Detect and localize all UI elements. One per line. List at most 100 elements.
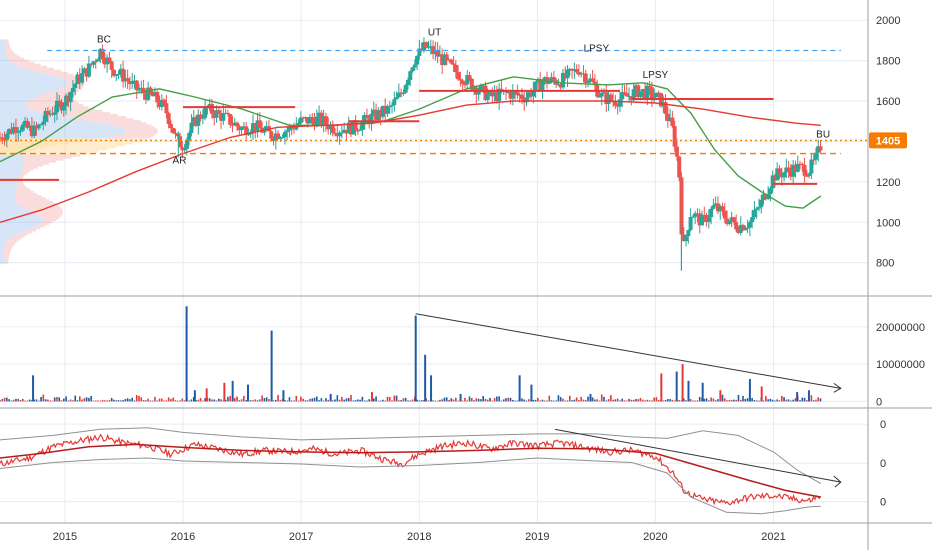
volume-bar [85, 397, 88, 402]
volume-profile-bar-up [0, 205, 21, 208]
candle-body [111, 69, 116, 76]
volume-bar [573, 399, 576, 402]
candle-body [795, 163, 800, 172]
volume-bar [751, 398, 753, 402]
volume-profile-bar-up [0, 180, 18, 183]
candle-body [239, 127, 244, 131]
candle-body [469, 78, 474, 90]
candle-body [633, 85, 638, 90]
candle-body [583, 73, 588, 83]
candle-body [157, 102, 162, 107]
candle-body [109, 61, 114, 70]
candle-body [182, 148, 187, 151]
candle-body [531, 90, 536, 97]
volume-profile-bar-up [0, 69, 31, 72]
volume-bar [416, 399, 418, 402]
volume-profile-bar-up [0, 97, 33, 101]
volume-bar [74, 395, 77, 402]
volume-tick-label: 0 [876, 396, 882, 408]
volume-profile-bar-down [31, 150, 99, 153]
volume-profile-bar-up [0, 85, 65, 88]
volume-profile-bar-up [0, 192, 16, 195]
volume-profile-bar-down [8, 59, 29, 62]
volume-panel[interactable] [0, 306, 842, 402]
candle-body [383, 105, 388, 114]
candle-body [244, 126, 249, 135]
volume-profile-bar-up [0, 118, 75, 121]
volume-profile-bar-down [120, 126, 155, 129]
volume-profile-bar-down [37, 95, 75, 98]
volume-profile-bar-up [0, 65, 19, 68]
volume-trend-line[interactable] [415, 313, 841, 389]
candle-body [709, 208, 714, 218]
volume-bar [680, 400, 683, 402]
lower-band-line[interactable] [0, 457, 821, 515]
volume-profile-bar-down [4, 243, 15, 246]
candle-body [722, 210, 727, 219]
volume-bar [541, 399, 544, 402]
volume-bar [459, 393, 462, 402]
volume-bar [450, 398, 453, 402]
y-tick-label: 2000 [876, 15, 900, 27]
volume-bar [205, 388, 208, 402]
volume-bar [386, 396, 389, 402]
volume-bar [769, 398, 772, 402]
candle-body [73, 83, 78, 88]
volume-bar [37, 400, 40, 402]
indicator-panel[interactable] [0, 427, 842, 515]
volume-profile-bar-down [17, 180, 23, 183]
volume-bar [338, 399, 341, 402]
candle-body [141, 87, 146, 94]
candle-body [809, 159, 814, 174]
volume-profile-bar-down [41, 112, 111, 115]
volume-profile-bar-down [4, 245, 14, 248]
volume-bar [40, 397, 42, 402]
volume-profile-bar-down [22, 168, 34, 171]
price-panel[interactable]: BC AR UT LPSY LPSY BU [0, 27, 868, 271]
volume-profile-bar-up [0, 227, 32, 230]
volume-bar [569, 395, 571, 402]
moving-average-long-line[interactable] [0, 100, 821, 223]
volume-bar [527, 399, 530, 402]
candle-body [756, 207, 761, 209]
volume-bar [400, 400, 402, 402]
volume-bar [799, 400, 801, 402]
upper-band-line[interactable] [0, 427, 822, 485]
candle-body [576, 72, 581, 75]
volume-profile-bar-up [0, 184, 17, 187]
volume-profile-bar-down [17, 182, 24, 185]
indicator-trend-line[interactable] [554, 428, 841, 483]
volume-bar [15, 398, 17, 402]
volume-bar [97, 400, 99, 402]
last-price-badge [869, 132, 907, 149]
candle-body [606, 94, 611, 104]
candle-body [581, 73, 586, 75]
oscillator-signal-line[interactable] [0, 443, 821, 498]
annotation-label: LPSY [643, 70, 669, 81]
volume-bar [94, 400, 97, 402]
moving-average-short-line[interactable] [0, 76, 822, 209]
volume-bar [236, 396, 238, 402]
volume-profile-bar-up [0, 223, 40, 226]
volume-bar [753, 400, 756, 402]
candle-body [257, 120, 262, 128]
volume-profile-bar-up [0, 136, 107, 139]
volume-profile-bar-up [0, 81, 68, 84]
candle-body [688, 216, 693, 231]
candle-body [813, 152, 818, 160]
volume-profile-bar-down [65, 79, 85, 82]
candle-body [453, 64, 458, 73]
volume-bar [261, 395, 263, 402]
volume-profile-bar-up [0, 112, 42, 115]
volume-bar [231, 380, 234, 402]
volume-profile-bar-up [0, 67, 24, 70]
volume-profile-bar-up [0, 57, 8, 60]
volume-bar [179, 400, 181, 402]
volume-bar [733, 399, 735, 402]
volume-profile-bar-up [0, 43, 7, 46]
candle-body [89, 63, 94, 65]
volume-bar [377, 400, 380, 402]
candle-body [408, 71, 413, 80]
volume-profile-bar-down [3, 249, 11, 252]
